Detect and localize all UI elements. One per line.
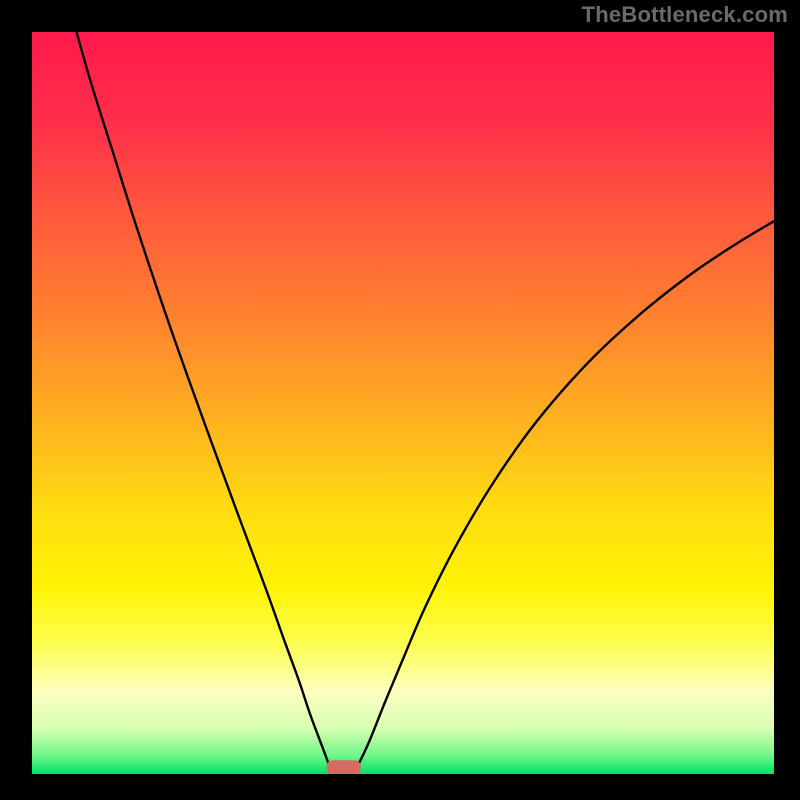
bottleneck-curve-svg (0, 0, 800, 800)
bottleneck-marker (327, 760, 361, 774)
curve-right (358, 221, 774, 764)
chart-container: TheBottleneck.com (0, 0, 800, 800)
watermark-text: TheBottleneck.com (582, 2, 788, 28)
curve-left (77, 32, 329, 764)
